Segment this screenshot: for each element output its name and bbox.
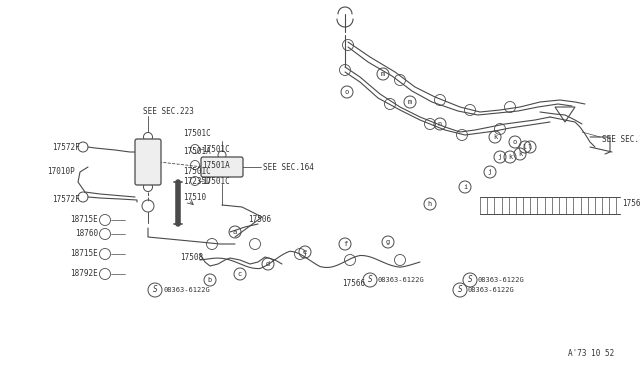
Text: o: o	[513, 139, 517, 145]
Text: 18715E: 18715E	[70, 250, 98, 259]
Text: 17501C: 17501C	[202, 176, 230, 186]
Text: m: m	[408, 99, 412, 105]
Text: 17568: 17568	[622, 199, 640, 208]
Text: 08363-6122G: 08363-6122G	[478, 277, 525, 283]
FancyBboxPatch shape	[135, 139, 161, 185]
Text: 18792E: 18792E	[70, 269, 98, 279]
Text: 17235D: 17235D	[183, 177, 211, 186]
Text: 17501C: 17501C	[202, 144, 230, 154]
Text: f: f	[343, 241, 347, 247]
Text: 17510: 17510	[183, 192, 206, 202]
Text: k: k	[493, 134, 497, 140]
Text: o: o	[345, 89, 349, 95]
Text: 08363-6122G: 08363-6122G	[163, 287, 210, 293]
Text: c: c	[238, 271, 242, 277]
Text: h: h	[428, 201, 432, 207]
Text: l: l	[523, 144, 527, 150]
Text: a: a	[233, 229, 237, 235]
Text: d: d	[266, 261, 270, 267]
Text: SEE SEC.164: SEE SEC.164	[263, 163, 314, 171]
Text: 17501A: 17501A	[183, 148, 211, 157]
Text: b: b	[208, 277, 212, 283]
Text: 17506: 17506	[248, 215, 271, 224]
Text: 17572F: 17572F	[52, 195, 80, 203]
Text: S: S	[458, 285, 462, 295]
Text: 17508: 17508	[180, 253, 203, 262]
Text: k: k	[508, 154, 512, 160]
Text: S: S	[368, 276, 372, 285]
FancyBboxPatch shape	[201, 157, 243, 177]
Text: j: j	[488, 169, 492, 175]
Text: 08363-6122G: 08363-6122G	[468, 287, 515, 293]
Text: A'73 10 52: A'73 10 52	[568, 350, 614, 359]
Text: SEE SEC.172: SEE SEC.172	[602, 135, 640, 144]
Text: S: S	[153, 285, 157, 295]
Text: m: m	[381, 71, 385, 77]
Text: j: j	[498, 154, 502, 160]
Text: l: l	[528, 144, 532, 150]
Text: 17501C: 17501C	[183, 167, 211, 176]
Text: S: S	[468, 276, 472, 285]
Text: 17566: 17566	[342, 279, 365, 289]
Text: 18760: 18760	[75, 230, 98, 238]
Text: 18715E: 18715E	[70, 215, 98, 224]
Text: 17501A: 17501A	[202, 160, 230, 170]
Text: e: e	[303, 249, 307, 255]
Text: SEE SEC.223: SEE SEC.223	[143, 106, 194, 115]
Text: n: n	[438, 121, 442, 127]
Text: 08363-6122G: 08363-6122G	[378, 277, 425, 283]
Text: 17010P: 17010P	[47, 167, 75, 176]
Text: k: k	[518, 151, 522, 157]
Text: i: i	[463, 184, 467, 190]
Text: 17572F: 17572F	[52, 142, 80, 151]
Text: 17501C: 17501C	[183, 129, 211, 138]
Text: g: g	[386, 239, 390, 245]
